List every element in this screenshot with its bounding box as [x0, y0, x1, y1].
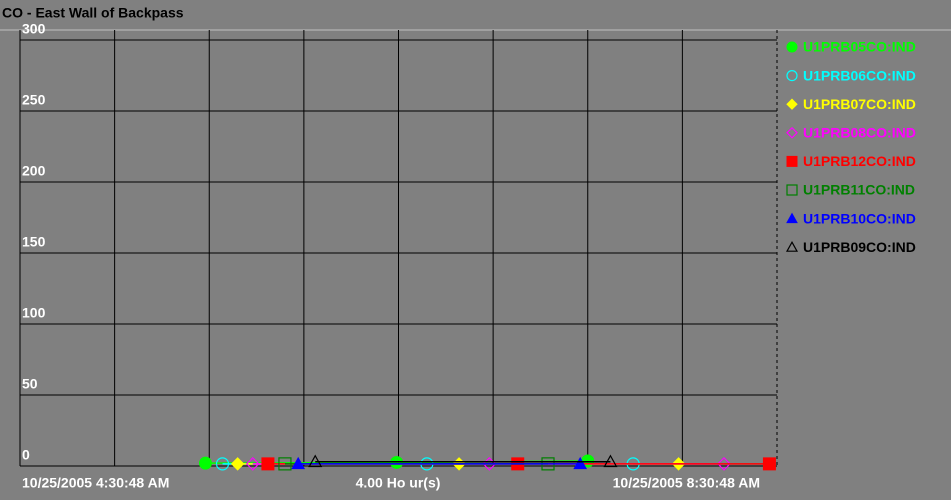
- legend-label: U1PRB08CO:IND: [803, 125, 916, 141]
- y-tick-label: 250: [22, 92, 46, 108]
- y-tick-label: 200: [22, 163, 46, 179]
- legend-label: U1PRB10CO:IND: [803, 210, 916, 226]
- marker: [245, 457, 260, 471]
- marker: [278, 457, 292, 471]
- legend-marker: [786, 41, 798, 53]
- x-start-label: 10/25/2005 4:30:48 AM: [22, 475, 169, 491]
- legend-label: U1PRB05CO:IND: [803, 39, 916, 55]
- legend-marker: [786, 126, 798, 139]
- marker: [603, 454, 618, 468]
- y-tick-label: 100: [22, 305, 46, 321]
- legend-marker: [786, 212, 798, 224]
- marker: [762, 457, 776, 471]
- chart-title: CO - East Wall of Backpass: [2, 5, 184, 21]
- legend-marker: [785, 240, 799, 252]
- legend-label: U1PRB12CO:IND: [803, 153, 916, 169]
- legend-label: U1PRB07CO:IND: [803, 96, 916, 112]
- y-tick-label: 300: [22, 21, 46, 37]
- legend-label: U1PRB09CO:IND: [803, 239, 916, 255]
- marker: [717, 457, 731, 471]
- marker: [308, 454, 323, 468]
- legend-marker: [786, 184, 798, 196]
- legend-label: U1PRB11CO:IND: [803, 182, 915, 198]
- legend-marker: [786, 155, 798, 167]
- marker: [291, 456, 306, 470]
- y-tick-label: 150: [22, 234, 46, 250]
- y-tick-label: 0: [22, 447, 30, 463]
- x-span-label: 4.00 Ho ur(s): [356, 475, 441, 491]
- legend-marker: [786, 69, 798, 82]
- marker: [198, 456, 212, 470]
- legend-label: U1PRB06CO:IND: [803, 67, 916, 83]
- marker: [573, 456, 588, 470]
- marker: [230, 457, 245, 471]
- y-tick-label: 50: [22, 376, 38, 392]
- marker: [215, 457, 230, 471]
- legend-marker: [786, 98, 798, 110]
- x-end-label: 10/25/2005 8:30:48 AM: [613, 475, 760, 491]
- marker: [261, 457, 275, 471]
